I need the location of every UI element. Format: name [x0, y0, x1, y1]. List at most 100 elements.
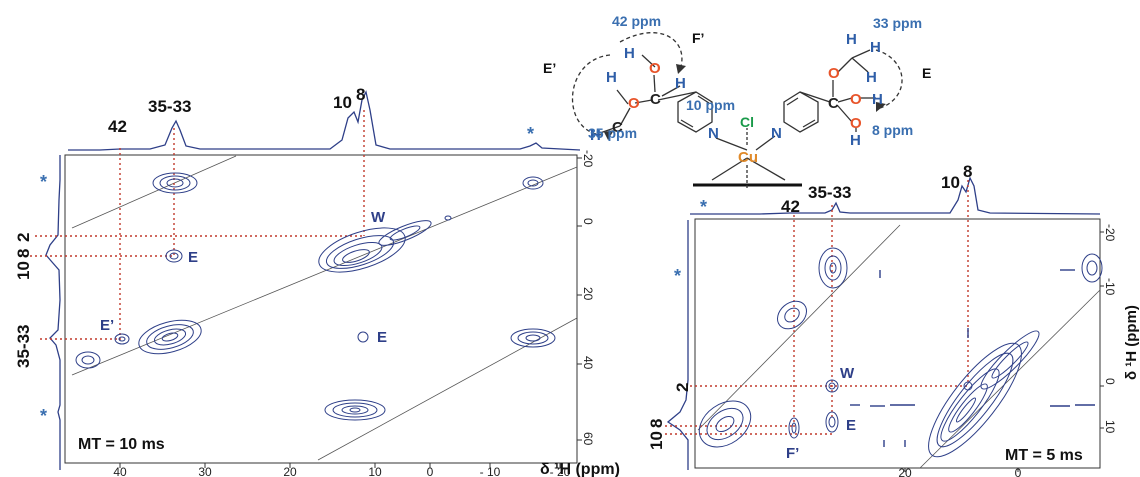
- right-plot-frame: [694, 218, 1101, 469]
- atom-n-right: N: [771, 125, 782, 142]
- left-side-label-35-33: 35-33: [14, 325, 33, 368]
- left-x-tick: - 10: [480, 465, 501, 477]
- cu-n-bond-left: [715, 137, 748, 151]
- right-x-tick: 0: [1015, 466, 1022, 477]
- left-y-tick: 60: [581, 432, 595, 446]
- right-side-projection: [666, 220, 689, 470]
- left-y-tick: 0: [581, 218, 595, 225]
- atom-o-2: O: [628, 95, 640, 112]
- left-peak-top: [152, 172, 198, 194]
- left-peak-label-w: W: [371, 209, 386, 226]
- left-side-star-1: *: [40, 172, 47, 192]
- left-plot-frame: [64, 154, 578, 464]
- annot-35ppm-visible: 35 ppm: [588, 125, 637, 141]
- left-diagonal-2: [71, 166, 578, 376]
- left-diagonal-1: [71, 155, 237, 229]
- annot-8ppm: 8 ppm: [872, 122, 913, 138]
- left-x-tick: 0: [427, 465, 434, 477]
- right-side-label-10: 10: [647, 431, 666, 450]
- right-peak-f: [788, 417, 800, 439]
- x-axis-label: δ ¹H (ppm): [540, 461, 620, 477]
- left-peak-label-e3: E: [377, 329, 387, 346]
- right-y-axis-label: δ ¹H (ppm): [1123, 305, 1140, 380]
- left-top-label-10: 10: [333, 93, 352, 112]
- right-top-projection: [690, 176, 1101, 215]
- left-side-label-10: 10: [14, 261, 33, 280]
- left-y-tick: 40: [581, 356, 595, 370]
- annot-10ppm: 10 ppm: [686, 97, 735, 113]
- atom-c-left: C: [650, 91, 661, 108]
- atom-o-1: O: [649, 60, 661, 77]
- left-peak-right: [510, 328, 556, 348]
- atom-h-4: H: [590, 127, 601, 144]
- left-y-tick: 20: [581, 287, 595, 301]
- left-peak-bottomleft: [75, 351, 101, 369]
- atom-h-1: H: [624, 45, 635, 62]
- right-side-star: *: [674, 266, 681, 286]
- left-peak-e1: [165, 249, 183, 263]
- right-peak-label-w: W: [840, 365, 855, 382]
- right-peak-top: [818, 247, 848, 289]
- right-peak-label-f: F’: [786, 445, 799, 462]
- right-x-tick: 20: [898, 466, 912, 477]
- atom-o-4: O: [850, 91, 862, 108]
- right-peak-mid: [777, 300, 807, 330]
- atom-h-7: H: [866, 69, 877, 86]
- right-y-tick: -20: [1103, 224, 1117, 242]
- left-peak-e2: [114, 333, 130, 345]
- right-spectrum-panel: * 42 35-33 10 8 * 2 10 8 W E F’ MT = 5 m…: [647, 162, 1140, 477]
- right-diagonal-2: [919, 289, 1101, 469]
- label-e-prime: E’: [543, 60, 556, 76]
- label-f-prime: F’: [692, 30, 704, 46]
- atom-o-3: O: [828, 65, 840, 82]
- left-top-star: *: [527, 124, 534, 144]
- right-x-ticks: 20 0: [898, 466, 1021, 477]
- right-peak-label-e: E: [846, 417, 856, 434]
- right-top-label-35-33: 35-33: [808, 183, 851, 202]
- left-peak-main: [138, 319, 202, 355]
- left-top-label-42: 42: [108, 117, 127, 136]
- right-top-star: *: [700, 197, 707, 217]
- left-peak-label-e2: E’: [100, 317, 114, 334]
- atom-h-3: H: [606, 69, 617, 86]
- arrow-e: [875, 49, 903, 109]
- left-y-ticks: -20 0 20 40 60: [577, 150, 595, 446]
- left-x-tick: 30: [198, 465, 212, 477]
- atom-c-methoxy: C: [612, 119, 623, 136]
- left-peak-bottom: [324, 399, 386, 421]
- right-side-label-8: 8: [647, 419, 666, 428]
- left-x-ticks: 40 30 20 10 0 - 10 - 20: [113, 463, 571, 477]
- right-peak-8: [963, 381, 973, 391]
- right-mt-label: MT = 5 ms: [1005, 447, 1083, 464]
- right-y-ticks: -20 -10 0 10: [1100, 224, 1117, 434]
- left-y-tick: -20: [581, 150, 595, 168]
- left-side-label-8: 8: [14, 249, 33, 258]
- atom-h-6: H: [870, 39, 881, 56]
- left-top-label-35-33: 35-33: [148, 97, 191, 116]
- right-y-tick: -10: [1103, 278, 1117, 296]
- right-noise-streaks: [850, 269, 1095, 447]
- atom-h-9: H: [850, 132, 861, 149]
- left-top-projection: [68, 90, 581, 151]
- right-top-label-8: 8: [963, 162, 972, 181]
- left-x-tick: 40: [113, 465, 127, 477]
- atom-o-5: O: [850, 115, 862, 132]
- left-mt-label: MT = 10 ms: [78, 436, 165, 453]
- right-top-label-10: 10: [941, 173, 960, 192]
- right-peak-big-diag: [928, 330, 1040, 458]
- left-x-tick: 10: [368, 465, 382, 477]
- atom-h-5: H: [846, 31, 857, 48]
- annot-42ppm: 42 ppm: [612, 13, 661, 29]
- atom-h-8: H: [872, 91, 883, 108]
- arrow-f-prime: [619, 32, 683, 71]
- left-peak-topright: [522, 176, 544, 190]
- right-peak-bottomleft: [698, 400, 752, 448]
- left-side-label-2: 2: [14, 233, 33, 242]
- atom-cl: Cl: [740, 114, 754, 130]
- left-spectrum-panel: 42 35-33 10 8 * 2 10 8 35-33 * * W E E’ …: [14, 85, 595, 477]
- left-x-tick: 20: [283, 465, 297, 477]
- atom-n-left: N: [708, 125, 719, 142]
- arrow-e-prime: [571, 54, 611, 136]
- right-peak-e: [825, 411, 839, 433]
